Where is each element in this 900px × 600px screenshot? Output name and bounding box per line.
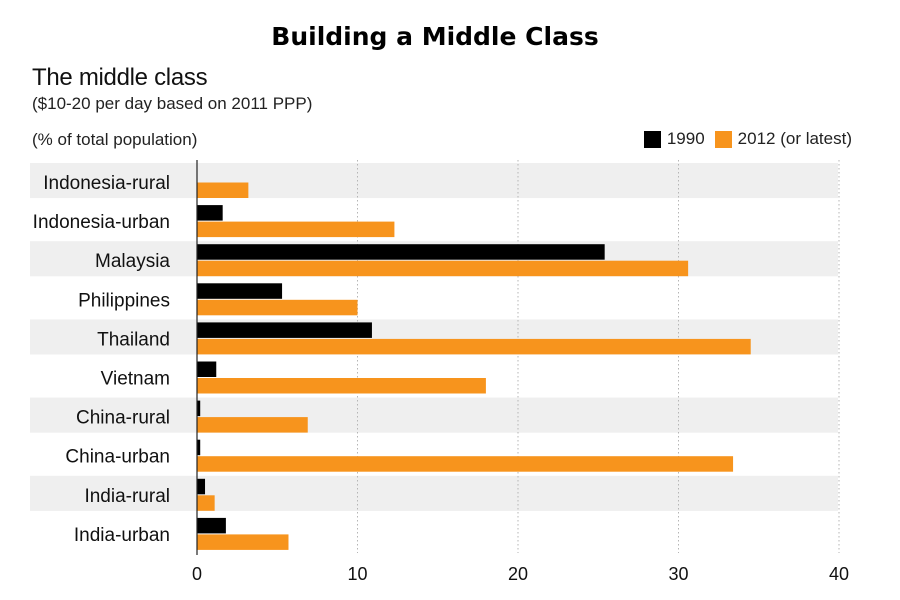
chart-subtitle: The middle class (32, 64, 208, 91)
x-tick-label: 0 (192, 564, 202, 584)
bar-1990 (197, 400, 201, 417)
category-label: China-urban (65, 447, 170, 468)
row-band (30, 475, 838, 511)
legend-swatch-1990 (643, 130, 661, 148)
legend-item-2012: 2012 (or latest) (714, 129, 852, 149)
bar-1990 (197, 283, 283, 299)
category-label: Philippines (78, 290, 170, 311)
x-tick-label: 10 (347, 564, 367, 584)
x-tick-label: 40 (829, 564, 849, 584)
bar-1990 (197, 322, 372, 338)
chart-title: Building a Middle Class (271, 22, 599, 51)
bar-1990 (197, 478, 206, 495)
bar-2012 (197, 338, 751, 355)
category-label: Vietnam (101, 369, 170, 390)
bar-2012 (197, 299, 358, 316)
category-label: India-rural (84, 486, 170, 507)
legend-label-1990: 1990 (666, 129, 705, 148)
bar-2012 (197, 534, 289, 550)
bar-1990 (197, 361, 217, 377)
category-label: Thailand (97, 329, 170, 350)
bar-1990 (197, 439, 201, 456)
category-label: India-urban (74, 525, 170, 546)
bar-2012 (197, 260, 689, 277)
bar-2012 (197, 221, 395, 238)
bar-2012 (197, 378, 486, 394)
legend-item-1990: 1990 (643, 129, 705, 149)
category-label: Indonesia-urban (33, 212, 170, 233)
bar-1990 (197, 244, 605, 260)
category-label: China-rural (76, 408, 170, 429)
bar-2012 (197, 495, 215, 511)
category-label: Malaysia (95, 251, 170, 272)
unit-label: (% of total population) (32, 130, 198, 149)
row-band (30, 163, 838, 199)
row-band (30, 397, 838, 433)
legend-label-2012: 2012 (or latest) (737, 129, 852, 148)
category-label: Indonesia-rural (43, 173, 170, 194)
legend: 1990 2012 (or latest) (634, 129, 852, 149)
bar-1990 (197, 205, 223, 221)
x-tick-label: 20 (508, 564, 528, 584)
bar-2012 (197, 456, 734, 472)
bar-2012 (197, 182, 249, 198)
legend-swatch-2012 (714, 130, 732, 148)
x-tick-label: 30 (668, 564, 688, 584)
chart-note: ($10-20 per day based on 2011 PPP) (32, 94, 313, 113)
bar-1990 (197, 517, 226, 534)
bar-2012 (197, 417, 308, 433)
